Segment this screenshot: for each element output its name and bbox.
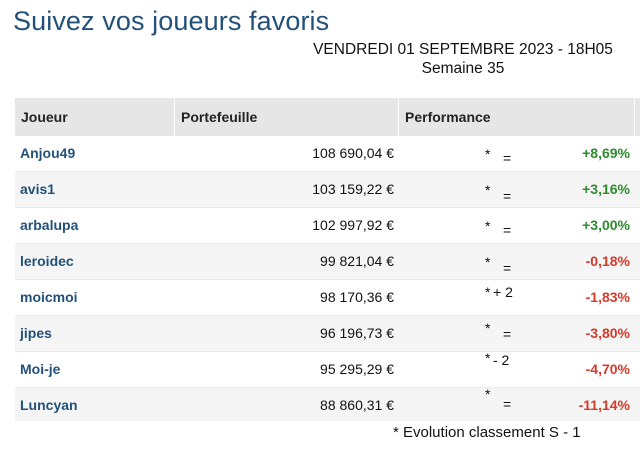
performance-value: +8,69% (582, 145, 630, 161)
table-row[interactable]: avis1 103 159,22 € * = +3,16% (15, 172, 640, 208)
ranking-evolution: * - 2 (455, 350, 515, 386)
evolution-star: * (485, 182, 491, 198)
table-row[interactable]: Moi-je 95 295,29 € * - 2 -4,70% (15, 350, 640, 388)
portfolio-value: 99 821,04 € (320, 253, 394, 269)
performance-value: +3,16% (582, 181, 630, 197)
evolution-star: * (485, 386, 491, 402)
portfolio-value: 95 295,29 € (320, 361, 394, 377)
portfolio-value: 88 860,31 € (320, 397, 394, 413)
header-performance[interactable]: Performance (399, 98, 635, 136)
player-name-link[interactable]: leroidec (20, 253, 74, 269)
ranking-evolution: * + 2 (455, 280, 515, 314)
header-portefeuille[interactable]: Portefeuille (175, 98, 399, 136)
header-extra (635, 98, 640, 136)
player-name-link[interactable]: moicmoi (20, 289, 78, 305)
evolution-value: = (503, 326, 512, 342)
evolution-value: = (503, 188, 512, 204)
ranking-evolution: * = (455, 172, 515, 206)
player-name-link[interactable]: Moi-je (20, 361, 61, 377)
evolution-star: * (485, 320, 491, 336)
page-title: Suivez vos joueurs favoris (13, 6, 330, 36)
evolution-star: * (485, 218, 491, 234)
date-line: VENDREDI 01 SEPTEMBRE 2023 - 18H05 (313, 41, 613, 58)
week-line: Semaine 35 (421, 60, 505, 77)
player-name-link[interactable]: jipes (20, 325, 52, 341)
portfolio-value: 108 690,04 € (312, 145, 394, 161)
portfolio-value: 96 196,73 € (320, 325, 394, 341)
player-name-link[interactable]: avis1 (20, 181, 56, 197)
portfolio-value: 103 159,22 € (312, 181, 394, 197)
ranking-evolution: * = (455, 136, 515, 170)
portfolio-value: 102 997,92 € (312, 217, 394, 233)
evolution-star: * (485, 146, 491, 162)
performance-value: -0,18% (585, 253, 630, 269)
header-joueur[interactable]: Joueur (15, 98, 175, 136)
footnote: * Evolution classement S - 1 (393, 424, 581, 441)
players-table: Joueur Portefeuille Performance Anjou49 1… (15, 98, 640, 421)
player-name-link[interactable]: Luncyan (20, 397, 78, 413)
performance-value: -1,83% (585, 289, 630, 305)
portfolio-value: 98 170,36 € (320, 289, 394, 305)
player-name-link[interactable]: arbalupa (20, 217, 79, 233)
table-row[interactable]: jipes 96 196,73 € * = -3,80% (15, 316, 640, 352)
evolution-value: - 2 (493, 352, 510, 368)
evolution-star: * (485, 284, 491, 300)
evolution-value: = (503, 150, 512, 166)
evolution-star: * (485, 350, 491, 366)
evolution-value: = (503, 396, 512, 412)
table-header: Joueur Portefeuille Performance (15, 98, 640, 136)
table-row[interactable]: moicmoi 98 170,36 € * + 2 -1,83% (15, 280, 640, 316)
performance-value: +3,00% (582, 217, 630, 233)
evolution-value: = (503, 260, 512, 276)
ranking-evolution: * = (455, 386, 515, 421)
table-row[interactable]: Anjou49 108 690,04 € * = +8,69% (15, 136, 640, 172)
date-block: VENDREDI 01 SEPTEMBRE 2023 - 18H05 Semai… (298, 40, 628, 78)
table-row[interactable]: leroidec 99 821,04 € * = -0,18% (15, 244, 640, 280)
player-name-link[interactable]: Anjou49 (20, 145, 76, 161)
performance-value: -4,70% (585, 361, 630, 377)
evolution-value: + 2 (493, 284, 513, 300)
performance-value: -11,14% (578, 397, 630, 413)
table-row[interactable]: Luncyan 88 860,31 € * = -11,14% (15, 386, 640, 421)
performance-value: -3,80% (585, 325, 630, 341)
ranking-evolution: * = (455, 244, 515, 278)
ranking-evolution: * = (455, 316, 515, 350)
table-row[interactable]: arbalupa 102 997,92 € * = +3,00% (15, 208, 640, 244)
evolution-star: * (485, 254, 491, 270)
evolution-value: = (503, 222, 512, 238)
ranking-evolution: * = (455, 208, 515, 242)
